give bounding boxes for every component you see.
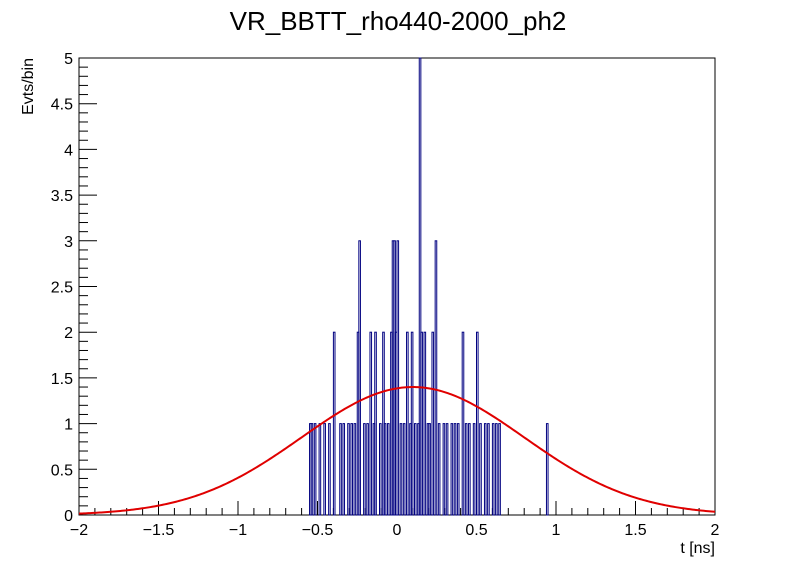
histogram-bar: [313, 423, 317, 516]
histogram-bar: [339, 423, 342, 516]
histogram-bar: [363, 423, 366, 516]
histogram-bar: [442, 423, 446, 516]
histogram-bar: [479, 423, 482, 516]
histogram-bar: [366, 423, 369, 516]
histogram-bar: [310, 423, 314, 516]
histogram-bar: [445, 423, 449, 516]
histogram-bar: [545, 423, 549, 516]
histogram-bar: [369, 331, 373, 516]
x-tick-label: −0.5: [302, 522, 334, 539]
histogram-bar: [461, 331, 465, 516]
histogram-bar: [353, 423, 357, 516]
y-tick-label: 1.5: [51, 371, 73, 388]
histogram-bar: [456, 423, 460, 516]
histogram-bar: [453, 423, 457, 516]
y-tick-label: 2: [64, 325, 73, 342]
x-tick-label: 2: [711, 522, 720, 539]
y-tick-label: 0: [64, 508, 73, 525]
x-tick-label: −1.5: [143, 522, 175, 539]
histogram-bar: [431, 331, 435, 516]
histogram-bar: [495, 423, 498, 516]
histogram-bar: [491, 423, 495, 516]
x-tick-label: −2: [70, 522, 88, 539]
histogram-bar: [332, 331, 336, 516]
y-tick-label: 3.5: [51, 188, 73, 205]
y-axis-tick-labels: 0 0.5 1 1.5 2 2.5 3 3.5 4 4.5 5: [51, 51, 73, 525]
histogram-bar: [498, 423, 501, 516]
y-tick-label: 3: [64, 234, 73, 251]
x-tick-label: 1.5: [624, 522, 646, 539]
histogram-bar: [450, 423, 454, 516]
histogram-bar: [396, 240, 400, 516]
histogram-bar: [350, 423, 353, 516]
histogram-bar: [358, 240, 361, 516]
histogram-bar: [418, 57, 422, 516]
histogram-bar: [487, 423, 490, 516]
histogram-bar: [437, 423, 441, 516]
histogram-bar: [434, 240, 438, 516]
x-tick-label: −1: [229, 522, 247, 539]
histogram-bar: [476, 331, 479, 516]
y-axis-label: Evts/bin: [20, 58, 37, 115]
histogram-bar: [420, 331, 423, 516]
histogram-bar: [413, 423, 417, 516]
x-axis-label: t [ns]: [680, 540, 715, 557]
histogram-bar: [328, 423, 331, 516]
y-tick-label: 4.5: [51, 97, 73, 114]
histogram-bar: [410, 331, 414, 516]
chart-title: VR_BBTT_rho440-2000_ph2: [230, 6, 567, 36]
histogram-bar: [423, 331, 427, 516]
gaussian-fit-curve: [78, 386, 716, 515]
histogram-bar: [379, 423, 382, 516]
x-tick-label: 0: [393, 522, 402, 539]
y-axis-ticks: [79, 57, 97, 516]
histogram-bar: [374, 331, 377, 516]
y-tick-label: 0.5: [51, 462, 73, 479]
histogram-bar: [386, 423, 390, 516]
histogram-bar: [347, 423, 350, 516]
y-tick-label: 4: [64, 142, 73, 159]
x-axis-tick-labels: −2 −1.5 −1 −0.5 0 0.5 1 1.5 2: [70, 522, 720, 539]
histogram-bar: [468, 423, 471, 516]
y-axis-minor-ticks: [79, 66, 88, 507]
histogram-bar: [342, 423, 346, 516]
histogram-bar: [406, 331, 409, 516]
histogram-bar: [472, 423, 476, 516]
y-tick-label: 2.5: [51, 280, 73, 297]
histogram-bar: [323, 423, 326, 516]
histogram-bar: [399, 423, 403, 516]
histogram-bar: [402, 423, 406, 516]
histogram-bar: [383, 423, 387, 516]
y-tick-label: 1: [64, 417, 73, 434]
histogram-bar: [428, 423, 431, 516]
y-tick-label: 5: [64, 51, 73, 68]
x-tick-label: 1: [552, 522, 561, 539]
histogram-bar: [483, 423, 487, 516]
histogram-bar: [464, 423, 468, 516]
x-tick-label: 0.5: [465, 522, 487, 539]
